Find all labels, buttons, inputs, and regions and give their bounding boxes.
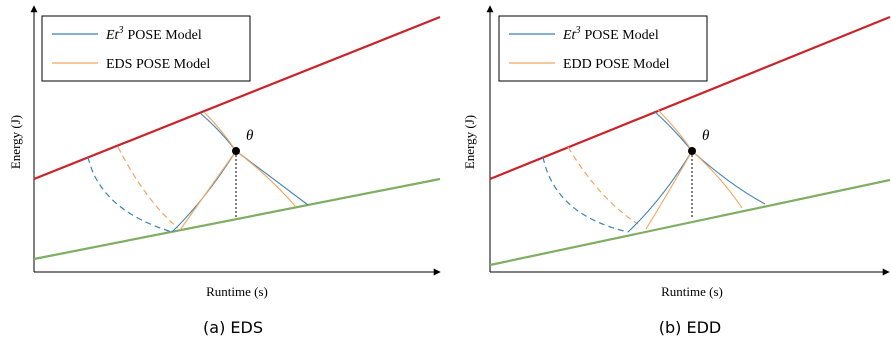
caption: (a) EDS bbox=[203, 318, 263, 337]
edd-right-curve bbox=[691, 150, 743, 209]
legend-label-et3: Et3 POSE Model bbox=[105, 25, 202, 43]
eds-dashed-curve bbox=[117, 146, 179, 229]
theta-point bbox=[232, 147, 240, 155]
eds-left-curve bbox=[179, 150, 237, 231]
legend-box bbox=[41, 15, 251, 82]
et3-upper-curve bbox=[653, 110, 693, 152]
legend-label-edd: EDD POSE Model bbox=[563, 57, 670, 72]
eds-upper-curve bbox=[203, 111, 237, 152]
et3-right-curve bbox=[691, 150, 766, 205]
theta-label: θ bbox=[246, 128, 254, 144]
x-axis-label: Runtime (s) bbox=[206, 284, 268, 299]
et3-dashed-curve bbox=[542, 156, 629, 233]
legend-box bbox=[498, 15, 708, 82]
et3-left-curve bbox=[171, 150, 237, 233]
panel-a: θ Et3 POSE Model EDS POSE Model Runtime (… bbox=[8, 5, 441, 337]
edd-upper-curve bbox=[657, 109, 693, 152]
edd-left-curve bbox=[645, 150, 693, 230]
theta-point bbox=[688, 147, 696, 155]
upper-bound-line bbox=[33, 15, 441, 181]
legend-label-eds: EDS POSE Model bbox=[106, 57, 210, 72]
eds-right-curve bbox=[235, 150, 297, 208]
upper-bound-line bbox=[489, 15, 891, 181]
theta-label: θ bbox=[702, 128, 710, 144]
edd-dashed-curve bbox=[567, 146, 639, 225]
panel-b: θ Et3 POSE Model EDD POSE Model Runtime (… bbox=[462, 5, 891, 337]
y-axis-label: Energy (J) bbox=[8, 115, 23, 169]
legend-label-et3: Et3 POSE Model bbox=[562, 25, 659, 43]
et3-upper-curve bbox=[199, 112, 237, 152]
et3-dashed-curve bbox=[87, 156, 173, 233]
lower-bound-line bbox=[33, 177, 441, 261]
et3-left-curve bbox=[627, 150, 693, 233]
y-axis-label: Energy (J) bbox=[462, 115, 477, 169]
lower-bound-line bbox=[489, 178, 891, 267]
x-axis-label: Runtime (s) bbox=[661, 284, 723, 299]
caption: (b) EDD bbox=[659, 318, 721, 337]
